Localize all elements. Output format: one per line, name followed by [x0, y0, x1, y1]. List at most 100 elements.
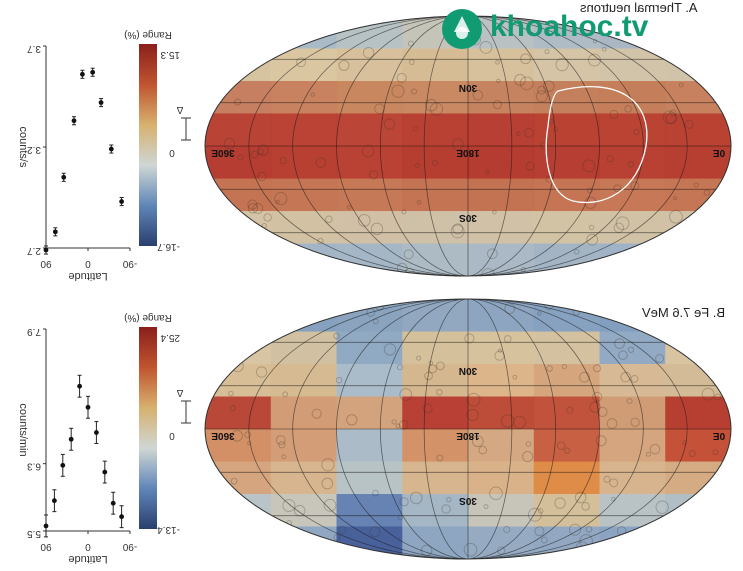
crater-texture	[721, 518, 731, 531]
crater-texture	[548, 119, 554, 125]
map-label-30n: 30N	[459, 82, 477, 93]
crater-texture	[714, 393, 722, 401]
map-cell	[205, 461, 272, 495]
crater-texture	[463, 542, 478, 557]
crater-texture	[345, 16, 360, 29]
crater-texture	[452, 223, 464, 235]
crater-texture	[582, 159, 596, 173]
map-cell	[468, 429, 535, 463]
crater-texture	[586, 233, 599, 246]
map-cell	[533, 299, 601, 333]
map-cell	[468, 178, 535, 212]
data-point	[77, 383, 82, 389]
crater-texture	[665, 261, 670, 266]
map-cell	[665, 211, 731, 245]
map-cell	[665, 526, 731, 559]
crater-texture	[682, 440, 688, 446]
crater-texture	[626, 398, 633, 405]
y-tick-label: 3.2	[27, 144, 41, 155]
crater-texture	[396, 364, 403, 371]
map-cell	[205, 299, 272, 333]
map-cell	[468, 331, 535, 365]
crater-texture	[479, 40, 493, 54]
map-cell	[336, 364, 403, 398]
crater-texture	[346, 205, 352, 210]
crater-texture	[613, 184, 622, 193]
colorbar: Range (%) 15.3 -16.7 0 Δ	[124, 29, 191, 252]
crater-texture	[249, 20, 256, 27]
crater-texture	[276, 241, 284, 249]
map-cell	[402, 146, 469, 180]
crater-texture	[579, 371, 590, 383]
crater-texture	[568, 523, 582, 536]
crater-texture	[618, 350, 628, 361]
crater-texture	[208, 476, 220, 488]
map-cell	[205, 243, 272, 276]
crater-texture	[662, 110, 677, 125]
panel-b-figure: 7.9 6.3 5.5 90 0 -90 Latitude counts/min Range (…	[17, 298, 732, 565]
crater-texture	[561, 363, 567, 370]
map-cell	[270, 396, 338, 430]
crater-texture	[370, 222, 384, 236]
meridian-line	[336, 16, 600, 276]
data-point	[68, 436, 74, 442]
map-cell	[270, 331, 338, 365]
crater-texture	[321, 477, 334, 490]
crater-texture	[263, 213, 272, 222]
crater-texture	[296, 57, 306, 68]
map-cell	[599, 364, 666, 398]
data-point	[110, 500, 116, 506]
map-cell	[205, 494, 272, 528]
map-cell	[599, 243, 666, 276]
crater-texture	[441, 504, 451, 514]
map-cell	[402, 299, 469, 333]
data-point	[43, 247, 49, 253]
crater-texture	[403, 249, 414, 260]
x-tick-label: 0	[85, 258, 91, 269]
crater-texture	[500, 414, 515, 428]
crater-texture	[483, 504, 489, 510]
crater-texture	[234, 20, 243, 29]
crater-texture	[257, 144, 269, 156]
map-cell	[270, 461, 338, 495]
crater-texture	[412, 125, 419, 132]
data-point	[61, 174, 67, 180]
crater-texture	[234, 98, 242, 106]
map-cell	[468, 494, 535, 528]
crater-texture	[451, 138, 464, 151]
panel-a-thermal-neutrons: 3.7 3.2 2.7 90 0 -90 Latitude counts/s Range (%)…	[0, 0, 743, 283]
map-cell	[533, 396, 601, 430]
data-point	[85, 404, 91, 410]
crater-texture	[669, 109, 677, 117]
crater-texture	[537, 85, 547, 95]
map-cell	[336, 81, 403, 115]
map-cell	[205, 211, 272, 245]
crater-texture	[624, 105, 632, 113]
map-cell	[665, 178, 731, 212]
map-cell	[533, 146, 601, 180]
crater-texture	[399, 388, 413, 401]
crater-texture	[524, 127, 534, 138]
crater-texture	[725, 174, 731, 184]
y-tick-label: 6.3	[27, 461, 41, 472]
crater-texture	[606, 155, 614, 163]
region-outline	[545, 86, 648, 204]
crater-texture	[346, 414, 358, 426]
crater-texture	[362, 47, 375, 59]
crater-texture	[250, 150, 259, 159]
crater-texture	[581, 502, 590, 511]
crater-texture	[704, 517, 712, 525]
meridian-line	[423, 16, 513, 276]
crater-texture	[684, 119, 694, 129]
crater-texture	[274, 191, 288, 206]
crater-texture	[323, 498, 337, 512]
map-cell	[468, 146, 535, 180]
crater-texture	[277, 34, 287, 44]
crater-texture	[361, 144, 375, 158]
crater-texture	[370, 16, 379, 22]
crater-texture	[672, 242, 683, 253]
map-cell	[336, 48, 403, 82]
map-cell	[336, 113, 403, 147]
crater-texture	[590, 261, 596, 267]
crater-texture	[589, 401, 601, 413]
